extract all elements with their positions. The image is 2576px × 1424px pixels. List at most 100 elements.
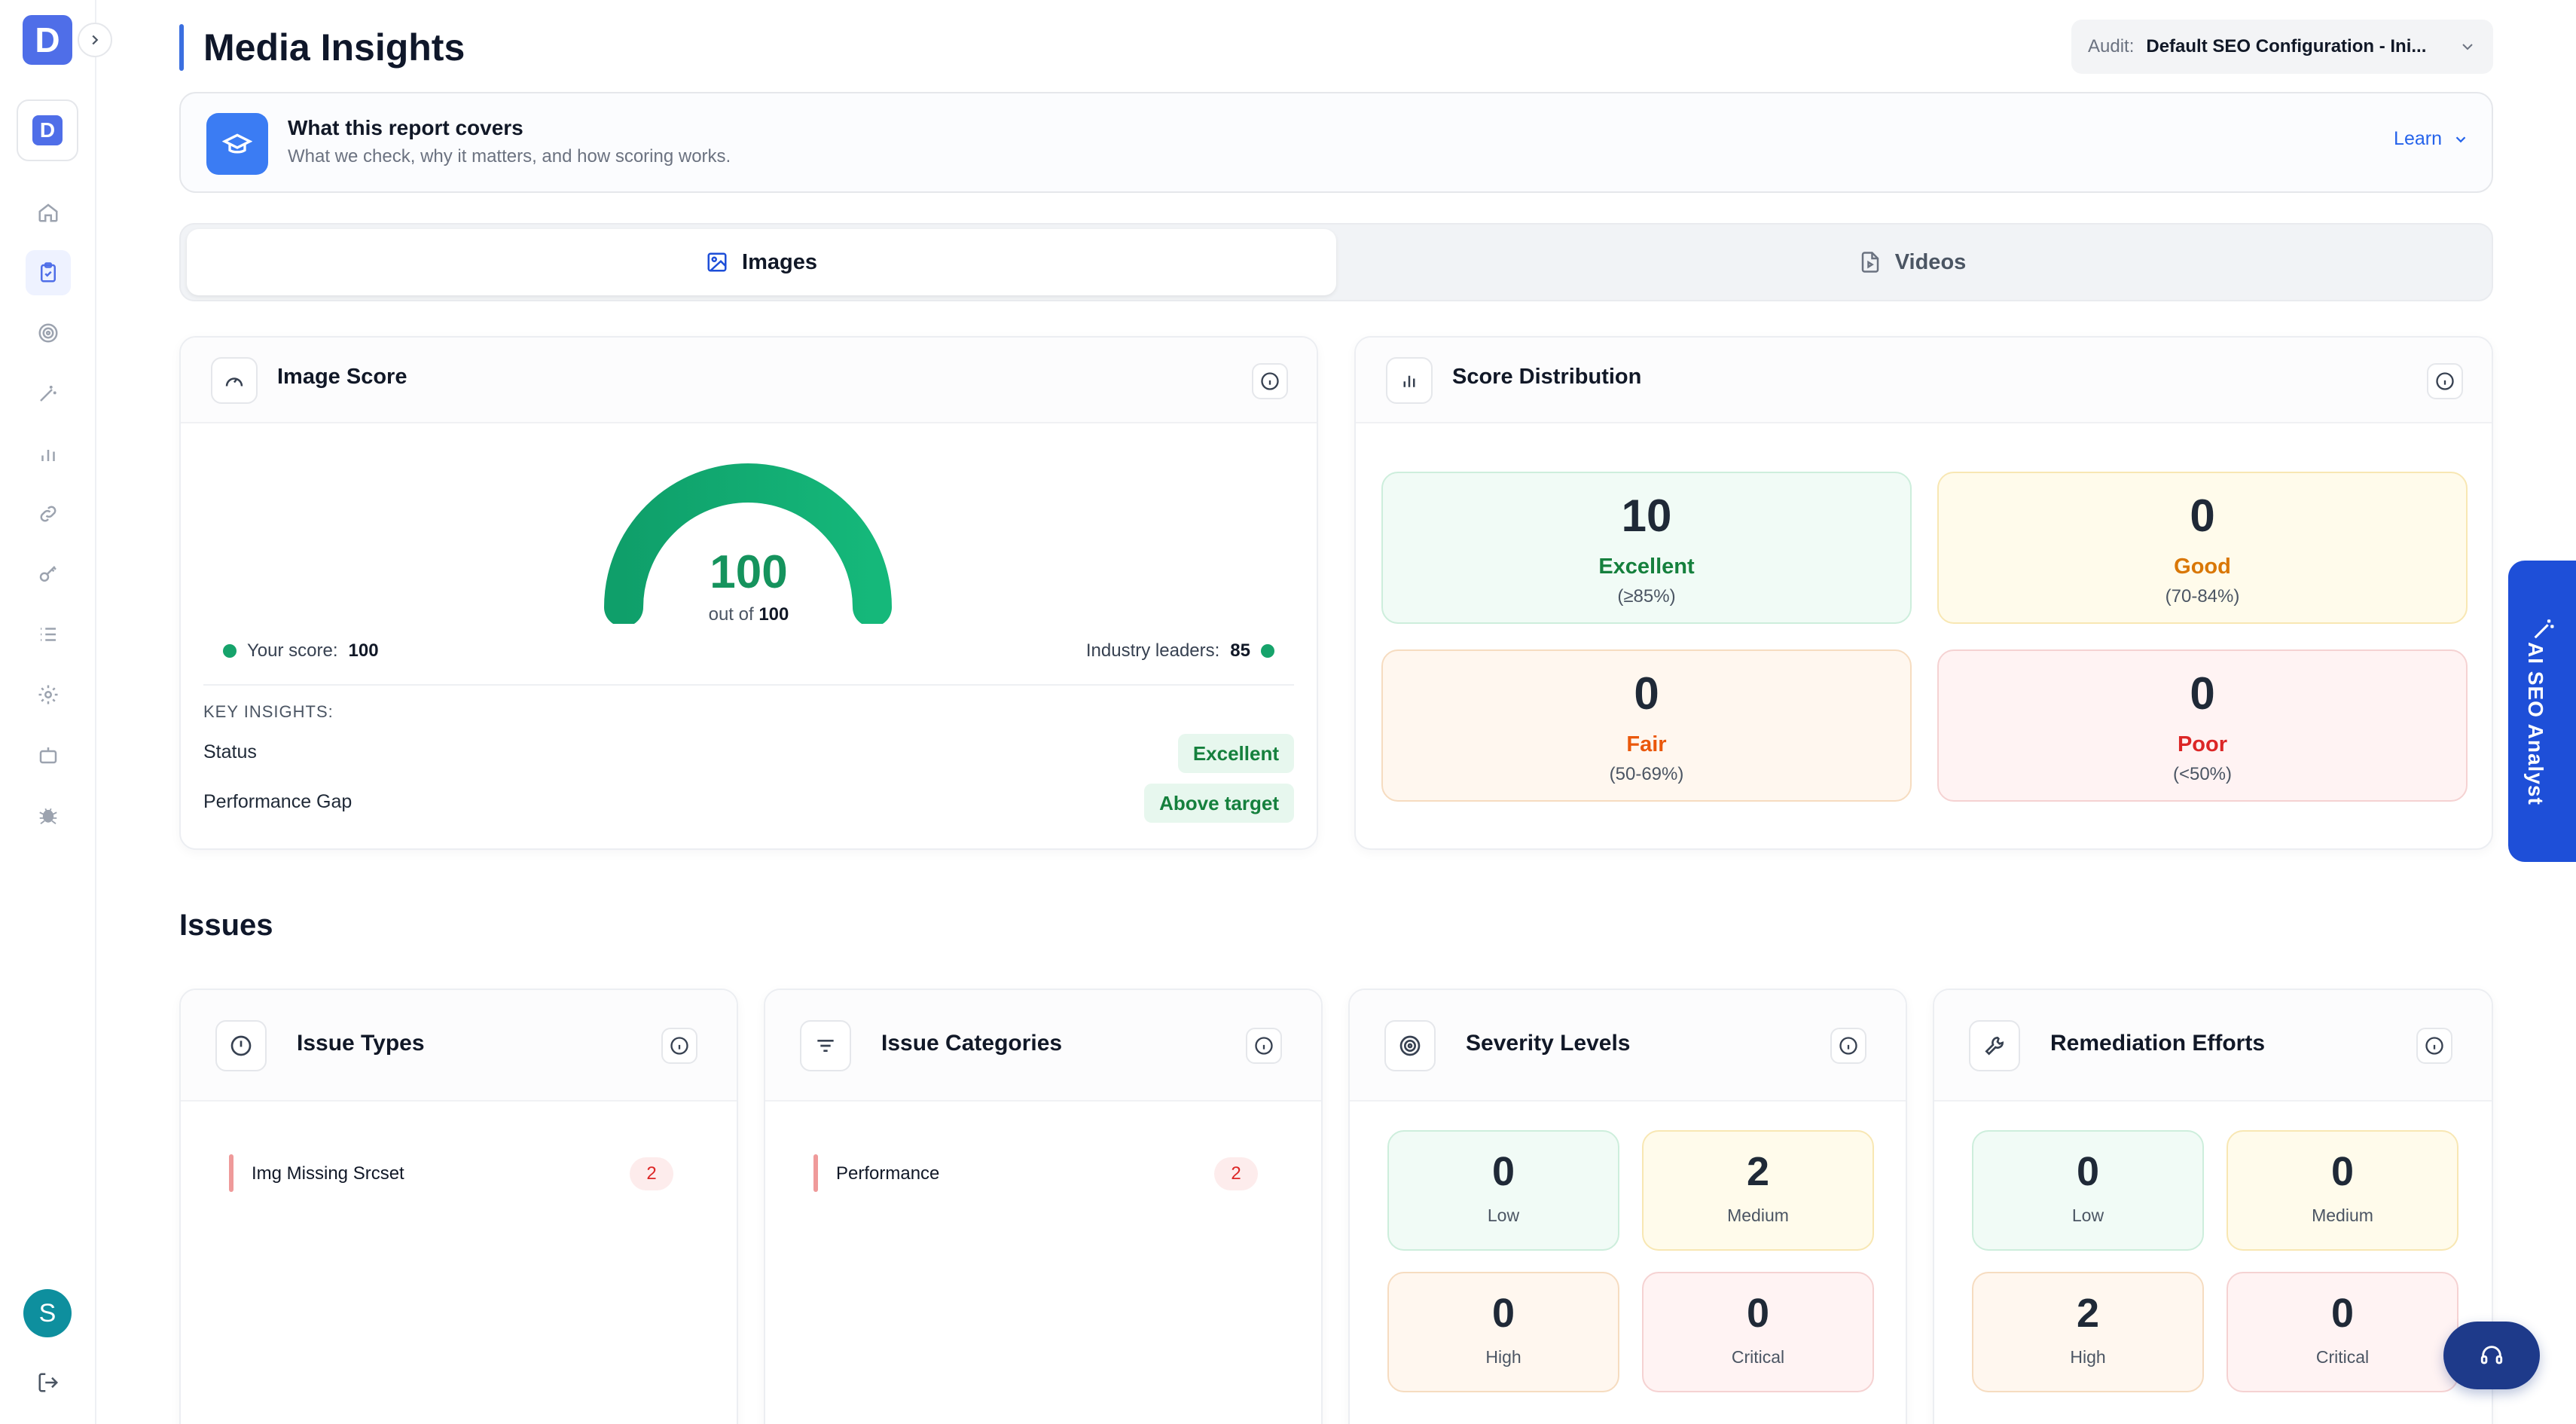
tile-label: Critical — [2315, 1347, 2370, 1367]
gauge-icon — [211, 357, 258, 404]
tile-label: Fair — [1626, 732, 1667, 756]
tile-range: (<50%) — [2172, 764, 2233, 784]
tile-label: Good — [2174, 555, 2231, 579]
tile-label: Medium — [1727, 1206, 1789, 1225]
sidebar-item-keywords[interactable] — [26, 552, 71, 597]
list-item[interactable]: Performance 2 — [813, 1154, 1258, 1192]
score-distribution-card: Score Distribution 10 Excellent (≥85%) 0… — [1354, 336, 2493, 850]
tab-images[interactable]: Images — [187, 229, 1336, 295]
bug-icon — [39, 808, 57, 824]
workspace-switcher[interactable]: D — [17, 99, 78, 161]
sidebar-collapse-button[interactable] — [78, 23, 112, 57]
ai-seo-analyst-tab[interactable]: AI SEO Analyst — [2508, 561, 2576, 862]
sidebar-item-audits[interactable] — [26, 250, 71, 295]
sidebar-item-analytics[interactable] — [26, 431, 71, 476]
info-icon — [2425, 1037, 2443, 1055]
list-icon — [41, 628, 56, 641]
list-item[interactable]: Img Missing Srcset 2 — [229, 1154, 673, 1192]
effort-tile-high: 2 High — [1972, 1272, 2204, 1392]
chevron-down-icon — [2462, 44, 2473, 50]
performance-gap-badge: Above target — [1144, 784, 1294, 823]
effort-tile-low: 0 Low — [1972, 1130, 2204, 1251]
tile-label: Poor — [2177, 732, 2228, 756]
tile-range: (70-84%) — [2165, 586, 2240, 607]
sidebar-item-links[interactable] — [26, 491, 71, 536]
info-button[interactable] — [661, 1028, 697, 1064]
info-button[interactable] — [1252, 363, 1288, 399]
app-logo[interactable]: D — [23, 15, 72, 65]
target-icon — [1384, 1020, 1436, 1071]
severity-tile-critical: 0 Critical — [1642, 1272, 1874, 1392]
issue-types-card: Issue Types Img Missing Srcset 2 — [179, 989, 738, 1424]
headset-icon — [2480, 1346, 2503, 1364]
issues-section-title: Issues — [179, 909, 273, 942]
tab-videos[interactable]: Videos — [1338, 229, 2487, 295]
gear-icon — [38, 685, 58, 704]
tile-label: Medium — [2312, 1206, 2373, 1225]
severity-tile-high: 0 High — [1387, 1272, 1619, 1392]
sidebar-item-settings[interactable] — [26, 672, 71, 717]
learn-button[interactable]: Learn — [2394, 128, 2469, 150]
info-button[interactable] — [2427, 363, 2463, 399]
banner-title: What this report covers — [288, 116, 523, 139]
bar-chart-icon — [1386, 357, 1433, 404]
severity-levels-card: Severity Levels 0 Low 2 Medium 0 High 0 … — [1348, 989, 1907, 1424]
tab-videos-label: Videos — [1894, 249, 1967, 274]
key-icon — [39, 566, 56, 582]
tile-label: Excellent — [1598, 555, 1695, 579]
support-chat-button[interactable] — [2443, 1322, 2540, 1389]
magic-wand-icon — [2534, 619, 2554, 639]
tile-count: 0 — [2190, 668, 2215, 719]
info-button[interactable] — [2416, 1028, 2452, 1064]
gauge-fill — [604, 463, 892, 624]
audit-select[interactable]: Audit: Default SEO Configuration - Ini..… — [2071, 20, 2493, 74]
distribution-tile-fair: 0 Fair (50-69%) — [1381, 649, 1912, 802]
user-avatar[interactable]: S — [23, 1289, 72, 1337]
issue-categories-card: Issue Categories Performance 2 — [764, 989, 1323, 1424]
info-icon — [1255, 1037, 1273, 1055]
card-header: Issue Categories — [765, 990, 1321, 1102]
link-icon — [40, 506, 56, 522]
tile-label: High — [2070, 1347, 2106, 1367]
distribution-tile-poor: 0 Poor (<50%) — [1937, 649, 2468, 802]
wrench-icon — [1969, 1020, 2020, 1071]
your-score-label: Your score: — [247, 640, 338, 661]
distribution-tile-excellent: 10 Excellent (≥85%) — [1381, 472, 1912, 624]
info-button[interactable] — [1830, 1028, 1866, 1064]
out-of-prefix: out of — [708, 604, 754, 625]
your-score-dot — [223, 644, 237, 658]
sidebar-item-crawler[interactable] — [26, 793, 71, 838]
severity-bar — [229, 1154, 233, 1192]
card-header: Score Distribution — [1356, 338, 2492, 423]
industry-label: Industry leaders: — [1085, 640, 1220, 661]
logout-button[interactable] — [33, 1367, 63, 1398]
card-header: Remediation Efforts — [1934, 990, 2492, 1102]
logout-icon — [38, 1373, 59, 1392]
workspace-logo: D — [32, 115, 63, 145]
card-title: Image Score — [277, 365, 407, 389]
tile-count: 0 — [1491, 1291, 1515, 1336]
info-button[interactable] — [1246, 1028, 1282, 1064]
score-gauge — [604, 463, 892, 624]
magic-wand-icon — [40, 386, 56, 402]
tab-images-label: Images — [742, 249, 817, 274]
sidebar-item-magic[interactable] — [26, 371, 71, 416]
tile-count: 2 — [1746, 1149, 1770, 1194]
sidebar-item-home[interactable] — [26, 190, 71, 235]
tile-label: Low — [1487, 1206, 1520, 1225]
tile-count: 10 — [1621, 490, 1672, 541]
title-accent-bar — [179, 24, 184, 71]
severity-bar — [813, 1154, 818, 1192]
card-title: Remediation Efforts — [2050, 1031, 2266, 1056]
tile-range: (50-69%) — [1609, 764, 1684, 784]
info-icon — [1839, 1037, 1857, 1055]
info-icon — [2436, 372, 2454, 390]
sidebar-item-targets[interactable] — [26, 310, 71, 356]
status-badge: Excellent — [1177, 734, 1294, 773]
industry-leaders: Industry leaders: 85 — [1086, 640, 1274, 662]
sidebar: D D S — [0, 0, 96, 1424]
sidebar-item-bot[interactable] — [26, 732, 71, 778]
issue-count-badge: 2 — [630, 1157, 673, 1190]
sidebar-item-list[interactable] — [26, 612, 71, 657]
tile-count: 0 — [1746, 1291, 1770, 1336]
